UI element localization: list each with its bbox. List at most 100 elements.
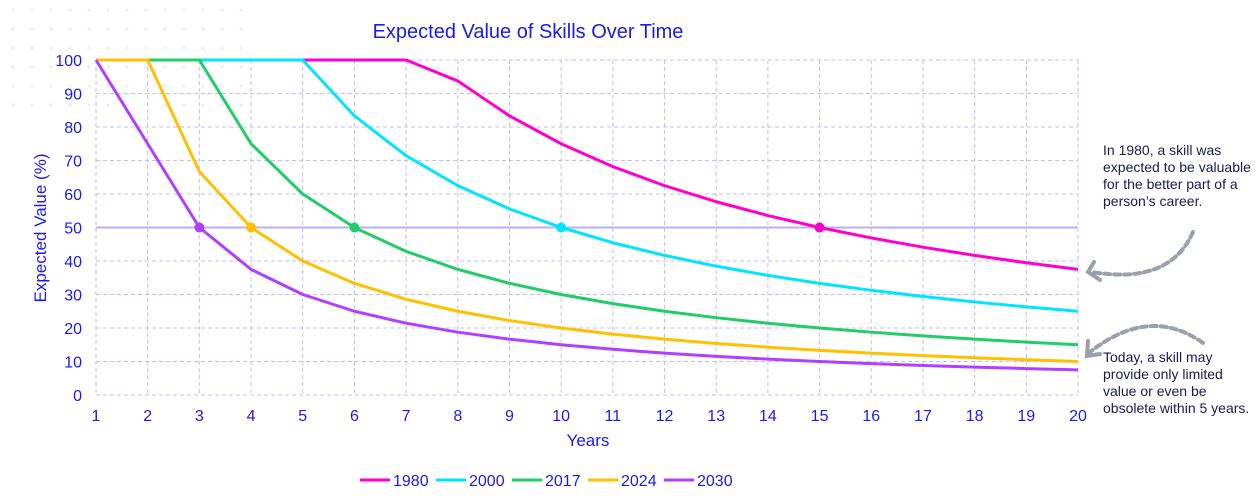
decorative-dot — [68, 46, 72, 50]
x-tick-label: 12 — [656, 408, 674, 425]
decorative-dot — [163, 103, 167, 107]
legend-label-2017: 2017 — [545, 473, 581, 490]
decorative-dot — [182, 65, 186, 69]
decorative-dot — [106, 84, 110, 88]
decorative-dot — [11, 103, 15, 107]
x-tick-label: 9 — [505, 408, 514, 425]
decorative-dot — [11, 46, 15, 50]
decorative-dot — [49, 65, 53, 69]
decorative-dot — [220, 8, 224, 12]
decorative-dot — [106, 103, 110, 107]
legend-label-1980: 1980 — [393, 473, 429, 490]
x-tick-label: 15 — [811, 408, 829, 425]
legend-label-2000: 2000 — [469, 473, 505, 490]
decorative-dot — [163, 27, 167, 31]
decorative-dot — [125, 84, 129, 88]
decorative-dot — [239, 27, 243, 31]
decorative-dot — [49, 8, 53, 12]
decorative-dot — [201, 27, 205, 31]
y-tick-label: 70 — [64, 154, 82, 171]
decorative-dot — [201, 8, 205, 12]
y-tick-label: 60 — [64, 187, 82, 204]
decorative-dot — [182, 8, 186, 12]
series-marker-2024 — [246, 222, 257, 233]
decorative-dot — [220, 27, 224, 31]
decorative-dot — [144, 46, 148, 50]
x-tick-label: 11 — [605, 408, 622, 425]
x-tick-label: 18 — [966, 408, 984, 425]
y-tick-label: 10 — [64, 355, 82, 372]
decorative-dot — [125, 8, 129, 12]
decorative-dot — [30, 8, 34, 12]
decorative-dot — [201, 103, 205, 107]
decorative-dot — [30, 103, 34, 107]
decorative-dot — [87, 8, 91, 12]
decorative-dot — [68, 27, 72, 31]
x-tick-label: 10 — [552, 408, 570, 425]
x-tick-label: 6 — [350, 408, 359, 425]
x-tick-label: 4 — [247, 408, 256, 425]
decorative-dot — [49, 46, 53, 50]
y-tick-label: 90 — [64, 87, 82, 104]
decorative-dot — [182, 84, 186, 88]
x-tick-label: 3 — [195, 408, 204, 425]
y-axis-label: Expected Value (%) — [31, 154, 50, 303]
decorative-dot — [30, 46, 34, 50]
curved-arrow-icon — [1088, 324, 1205, 354]
x-tick-label: 20 — [1069, 408, 1087, 425]
decorative-dot — [106, 27, 110, 31]
series-marker-1980 — [814, 222, 825, 233]
decorative-dot — [239, 46, 243, 50]
annotation-1980: In 1980, a skill was expected to be valu… — [1103, 142, 1251, 209]
y-tick-label: 100 — [55, 53, 82, 70]
legend-label-2030: 2030 — [697, 473, 733, 490]
decorative-dot — [182, 103, 186, 107]
decorative-dot — [30, 84, 34, 88]
decorative-dot — [68, 84, 72, 88]
decorative-dot — [182, 46, 186, 50]
legend-label-2024: 2024 — [621, 473, 657, 490]
decorative-dot — [87, 27, 91, 31]
series-line-2024 — [96, 58, 1079, 363]
decorative-dot — [163, 84, 167, 88]
y-tick-label: 50 — [64, 221, 82, 238]
decorative-dot — [144, 103, 148, 107]
decorative-dot — [201, 46, 205, 50]
y-tick-label: 40 — [64, 254, 82, 271]
y-tick-label: 30 — [64, 288, 82, 305]
series-marker-2030 — [194, 222, 205, 233]
decorative-dot — [163, 8, 167, 12]
decorative-dot — [144, 27, 148, 31]
decorative-dot — [144, 8, 148, 12]
decorative-dot — [239, 65, 243, 69]
decorative-dot — [220, 103, 224, 107]
decorative-dot — [239, 103, 243, 107]
x-axis-label: Years — [567, 431, 610, 450]
decorative-dot — [11, 27, 15, 31]
chart-title: Expected Value of Skills Over Time — [373, 21, 684, 43]
decorative-dot — [87, 46, 91, 50]
series-line-2030 — [94, 59, 1079, 372]
decorative-dot — [87, 84, 91, 88]
decorative-dot — [220, 46, 224, 50]
decorative-dot — [220, 65, 224, 69]
decorative-dot — [68, 65, 72, 69]
decorative-dot — [163, 46, 167, 50]
decorative-dot — [49, 27, 53, 31]
decorative-dot — [11, 8, 15, 12]
x-tick-label: 19 — [1017, 408, 1035, 425]
decorative-dot — [106, 65, 110, 69]
decorative-dot — [11, 65, 15, 69]
y-tick-label: 0 — [73, 388, 82, 405]
decorative-dot — [11, 84, 15, 88]
decorative-dot — [125, 103, 129, 107]
x-tick-label: 5 — [298, 408, 307, 425]
x-tick-label: 2 — [143, 408, 152, 425]
decorative-dot — [163, 65, 167, 69]
x-tick-label: 13 — [707, 408, 725, 425]
series-line-2017 — [96, 58, 1079, 347]
decorative-dot — [201, 84, 205, 88]
annotation-today: Today, a skill may provide only limited … — [1103, 349, 1250, 416]
decorative-dot — [144, 65, 148, 69]
